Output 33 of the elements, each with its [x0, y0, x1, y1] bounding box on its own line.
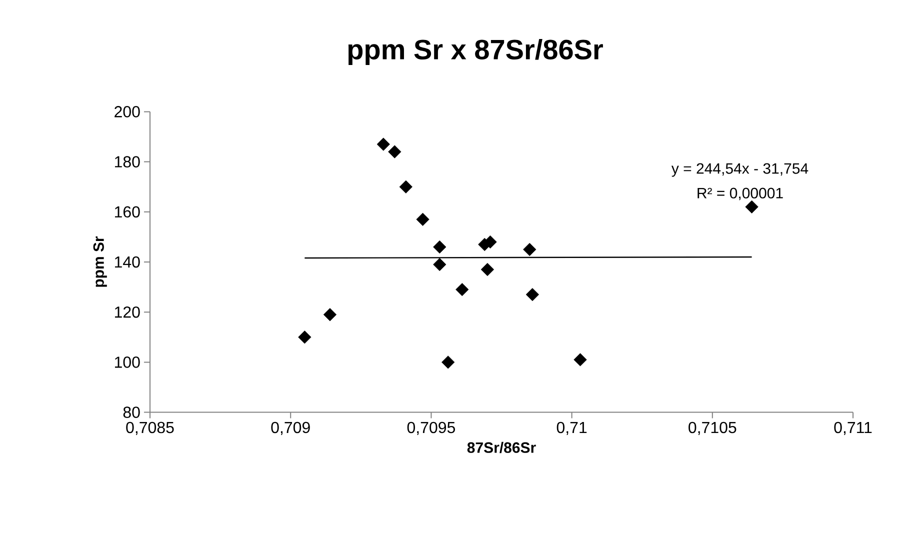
- point: [526, 288, 540, 302]
- point: [456, 282, 469, 296]
- point: [298, 330, 312, 344]
- x-tick-label: 0,7095: [407, 422, 455, 436]
- chart-title: ppm Sr x 87Sr/86Sr: [348, 38, 603, 66]
- point: [323, 308, 337, 322]
- x-tick-label: 0,71: [556, 422, 587, 436]
- point: [480, 262, 494, 276]
- y-tick-label: 200: [114, 106, 140, 118]
- point: [433, 258, 446, 272]
- x-axis-title: 87Sr/86Sr: [467, 442, 536, 454]
- point: [416, 212, 430, 226]
- point: [442, 356, 455, 369]
- x-tick-label: 0,709: [271, 422, 310, 436]
- x-tick-label: 0,7105: [688, 422, 736, 436]
- y-tick-label: 80: [123, 406, 140, 418]
- x-tick-label: 0,711: [834, 422, 872, 436]
- x-tick-label: 0,7085: [126, 422, 174, 436]
- y-axis-title: ppm Sr: [93, 236, 107, 287]
- y-tick-label: 120: [115, 306, 140, 318]
- y-tick-label: 160: [115, 206, 140, 218]
- y-tick-label: 140: [115, 256, 140, 268]
- y-tick-label: 100: [115, 356, 140, 368]
- point: [376, 138, 390, 151]
- point: [399, 180, 412, 194]
- point: [388, 145, 402, 158]
- point: [433, 240, 446, 254]
- point: [745, 200, 758, 214]
- annotation: R² = 0,00001: [698, 188, 783, 200]
- point: [574, 353, 587, 366]
- point: [523, 242, 536, 256]
- y-tick-label: 180: [115, 156, 140, 168]
- annotation: y = 244,54x - 31,754: [671, 163, 808, 177]
